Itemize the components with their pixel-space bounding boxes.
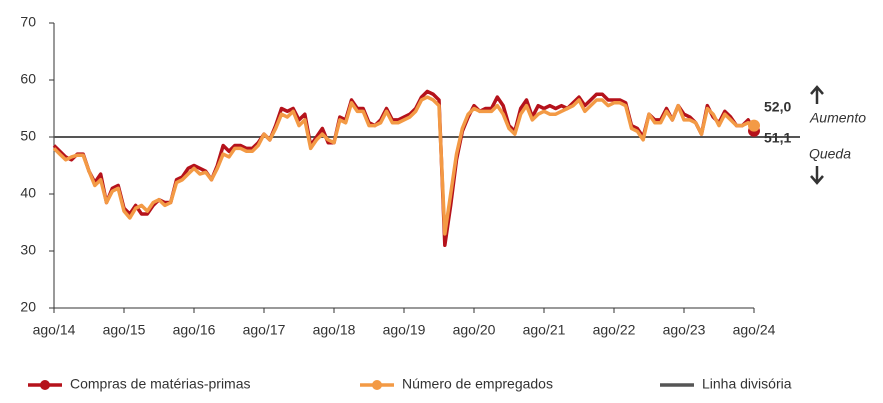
x-tick-label: ago/16 xyxy=(173,322,216,338)
annotation: Queda xyxy=(809,146,851,162)
x-tick-label: ago/23 xyxy=(663,322,706,338)
y-tick-label: 30 xyxy=(20,242,36,258)
legend-label: Linha divisória xyxy=(702,376,792,392)
legend-label: Número de empregados xyxy=(402,376,553,392)
value-label: 52,0 xyxy=(764,98,791,114)
legend-label: Compras de matérias-primas xyxy=(70,376,251,392)
x-tick-label: ago/24 xyxy=(733,322,776,338)
series-line xyxy=(52,95,755,236)
x-tick-label: ago/22 xyxy=(593,322,636,338)
value-label: 51,1 xyxy=(764,129,791,145)
y-tick-label: 70 xyxy=(20,14,36,30)
x-tick-label: ago/17 xyxy=(243,322,286,338)
end-point xyxy=(748,119,760,132)
legend-swatch-dot xyxy=(372,380,382,390)
legend-swatch-dot xyxy=(40,380,50,390)
x-tick-label: ago/15 xyxy=(103,322,146,338)
y-tick-label: 60 xyxy=(20,71,36,87)
x-tick-label: ago/20 xyxy=(453,322,496,338)
x-tick-label: ago/14 xyxy=(33,322,76,338)
y-tick-label: 50 xyxy=(20,128,36,144)
arrow-up xyxy=(810,85,824,104)
x-tick-label: ago/19 xyxy=(383,322,426,338)
y-tick-label: 40 xyxy=(20,185,36,201)
annotation: Aumento xyxy=(809,110,866,126)
x-tick-label: ago/18 xyxy=(313,322,356,338)
y-tick-label: 20 xyxy=(20,299,36,315)
arrow-down xyxy=(810,166,824,185)
x-tick-label: ago/21 xyxy=(523,322,566,338)
